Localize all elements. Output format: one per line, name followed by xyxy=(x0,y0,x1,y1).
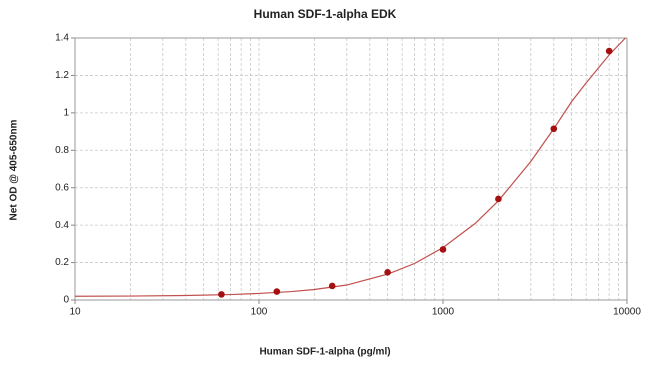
y-tick-label: 1.2 xyxy=(55,70,69,81)
data-point xyxy=(384,269,391,276)
x-axis-label: Human SDF-1-alpha (pg/ml) xyxy=(259,347,390,358)
data-point xyxy=(273,288,281,295)
y-tick-label: 0.2 xyxy=(55,257,69,268)
y-tick-label: 1.4 xyxy=(55,33,69,44)
data-point xyxy=(495,195,502,203)
y-tick-label: 0.4 xyxy=(55,220,69,231)
y-axis-label: Net OD @ 405-650nm xyxy=(9,119,20,220)
y-tick-label: 0 xyxy=(63,295,69,306)
data-point xyxy=(439,246,447,253)
x-tick-label: 100 xyxy=(251,307,268,318)
fit-curve xyxy=(74,37,626,297)
y-tick-label: 1 xyxy=(63,107,69,118)
x-tick-label: 10000 xyxy=(613,307,641,318)
plot-border xyxy=(74,37,628,301)
data-point xyxy=(328,282,336,290)
y-tick-label: 0.8 xyxy=(55,145,69,156)
x-tick-label: 10 xyxy=(69,307,81,318)
chart-title: Human SDF-1-alpha EDK xyxy=(254,7,397,21)
data-point xyxy=(218,291,225,298)
x-tick-label: 1000 xyxy=(432,307,455,318)
data-point xyxy=(605,47,613,55)
y-tick-label: 0.6 xyxy=(55,182,69,193)
data-point xyxy=(550,125,558,133)
